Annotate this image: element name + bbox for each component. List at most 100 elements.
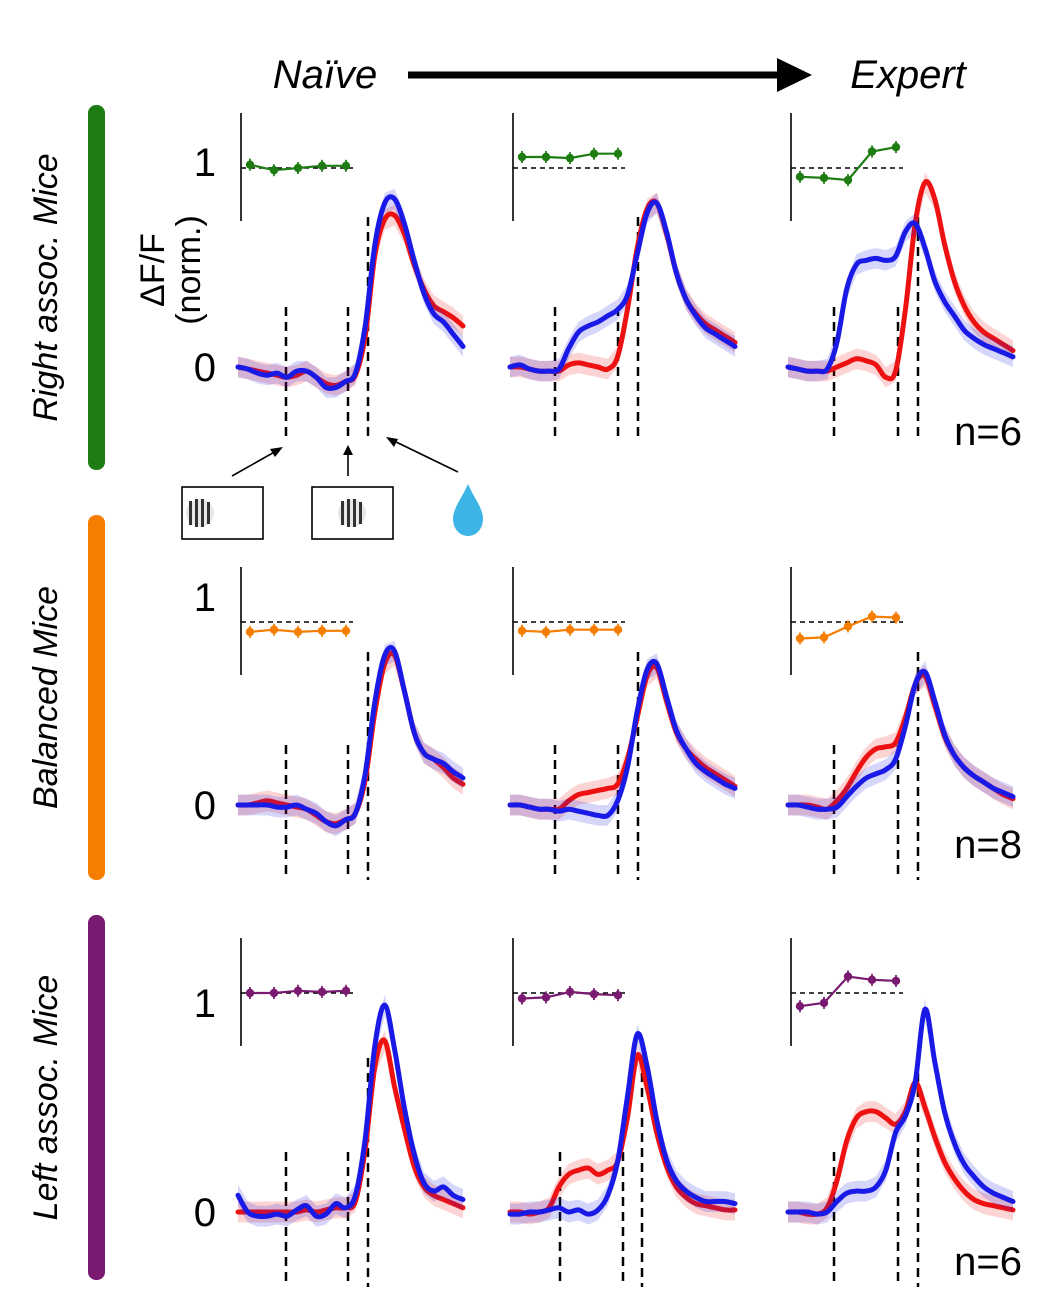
inset-point [293, 627, 303, 637]
inset-point [541, 152, 551, 162]
y-tick-label: 1 [194, 982, 216, 1026]
inset-point [317, 626, 327, 635]
stimulus-screen-centered-icon [311, 486, 394, 540]
red-trace-line [507, 198, 738, 375]
trace-panel [785, 113, 1016, 442]
group-label: Balanced Mice [27, 586, 65, 809]
y-tick-label: 0 [194, 346, 216, 390]
trace-panel [785, 938, 1016, 1287]
blue-trace-line [785, 668, 1016, 812]
blue-trace-line [785, 1006, 1016, 1217]
y-tick-label: 0 [194, 784, 216, 828]
inset-point [565, 987, 575, 997]
inset-point [891, 142, 901, 152]
inset-point [795, 172, 805, 181]
inset-point [517, 626, 527, 635]
y-tick-label: 0 [194, 1191, 216, 1235]
inset-point [843, 175, 853, 185]
red-sem-band [510, 192, 735, 382]
inset-point [317, 161, 327, 170]
chart-rows: Right assoc. Mice 1 0 n=6 Balanced Mice 1 0 n=8… [27, 105, 1022, 1287]
blue-sem-band [510, 653, 735, 826]
inset-point [269, 988, 279, 998]
trace-panel [507, 567, 738, 880]
group-color-bar [88, 915, 105, 1280]
trace-panel [507, 938, 738, 1287]
blue-trace-line [507, 1031, 738, 1217]
inset-point [613, 625, 623, 634]
inset-point [541, 627, 551, 637]
trace-panel [785, 567, 1016, 880]
progression-arrowhead-icon [777, 58, 812, 92]
y-tick-label: 1 [194, 141, 216, 185]
inset-point [867, 147, 877, 156]
group-label: Left assoc. Mice [27, 975, 65, 1221]
inset-point [293, 163, 303, 173]
n-count-label: n=6 [954, 1240, 1022, 1284]
inset-point [245, 627, 255, 637]
inset-point [517, 152, 527, 162]
group-label: Right assoc. Mice [27, 153, 65, 421]
y-axis-label-line2: (norm.) [170, 215, 208, 325]
naive-label: Naïve [273, 53, 378, 97]
red-sem-band [238, 1030, 463, 1223]
inset-point [613, 149, 623, 158]
inset-point [245, 160, 255, 169]
arrowhead-icon [343, 445, 353, 455]
red-sem-band [238, 205, 463, 396]
inset-point [565, 153, 575, 163]
blue-trace-line [235, 645, 466, 829]
trace-panel [235, 938, 466, 1287]
blue-sem-band [510, 192, 735, 382]
water-drop-icon [453, 484, 483, 536]
inset-point [843, 622, 853, 631]
inset-point [891, 613, 901, 622]
inset-point [541, 993, 551, 1002]
inset-point [613, 991, 623, 1000]
inset-point [293, 986, 303, 995]
inset-point [317, 987, 327, 997]
inset-point [269, 166, 279, 175]
inset-point [517, 994, 527, 1003]
stimulus-screen-icon [181, 486, 264, 540]
red-sem-band [510, 657, 735, 820]
inset-point [819, 173, 829, 183]
inset-point [891, 976, 901, 986]
blue-trace-line [235, 1002, 466, 1220]
inset-point [269, 625, 279, 634]
blue-trace-line [507, 658, 738, 820]
inset-point [341, 161, 351, 170]
arrowhead-icon [386, 437, 398, 447]
event-annotations [181, 437, 483, 540]
red-sem-band [788, 1072, 1013, 1225]
y-axis-label: ΔF/F (norm.) [134, 215, 208, 325]
trace-panel [235, 567, 466, 880]
inset-point [819, 633, 829, 642]
group-color-bar [88, 515, 105, 880]
n-count-label: n=8 [954, 823, 1022, 867]
inset-point [565, 625, 575, 634]
chart-row: Left assoc. Mice 1 0 n=6 [27, 915, 1022, 1287]
y-tick-label: 1 [194, 576, 216, 620]
blue-trace-line [235, 194, 466, 392]
inset-point [819, 998, 829, 1008]
inset-point [795, 1002, 805, 1011]
inset-point [589, 149, 599, 158]
inset-point [589, 625, 599, 634]
chart-row: Balanced Mice 1 0 n=8 [27, 515, 1022, 880]
expert-label: Expert [850, 53, 967, 97]
inset-point [867, 612, 877, 621]
chart-row: Right assoc. Mice 1 0 n=6 [27, 105, 1022, 470]
group-color-bar [88, 105, 105, 470]
y-axis-label-line1: ΔF/F [134, 233, 172, 307]
n-count-label: n=6 [954, 410, 1022, 454]
inset-point [843, 972, 853, 981]
inset-point [341, 626, 351, 635]
inset-point [245, 988, 255, 998]
arrowhead-icon [270, 447, 283, 457]
inset-point [589, 989, 599, 999]
inset-point [341, 986, 351, 995]
blue-trace-line [507, 199, 738, 374]
inset-point [795, 634, 805, 643]
